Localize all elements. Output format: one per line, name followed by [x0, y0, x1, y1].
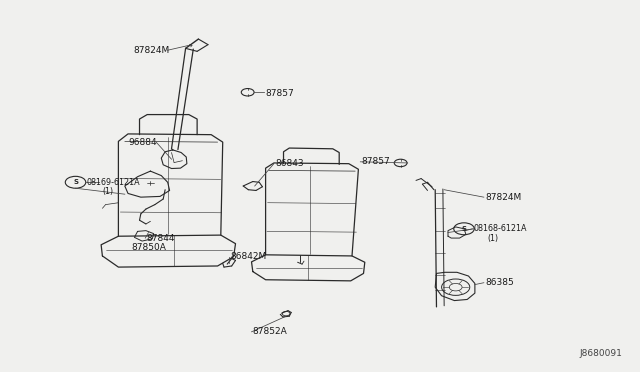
Text: 08169-6121A: 08169-6121A — [86, 178, 140, 187]
Text: 87824M: 87824M — [485, 193, 522, 202]
Text: 86842M: 86842M — [230, 252, 267, 261]
Text: 87857: 87857 — [362, 157, 390, 166]
Text: 86843: 86843 — [275, 159, 304, 168]
Text: 87824M: 87824M — [133, 46, 170, 55]
Text: (1): (1) — [102, 187, 113, 196]
Text: 87844: 87844 — [146, 234, 175, 243]
Text: 87852A: 87852A — [253, 327, 287, 336]
Text: 96884: 96884 — [128, 138, 157, 147]
Text: 87857: 87857 — [266, 89, 294, 97]
Text: (1): (1) — [488, 234, 499, 243]
Text: 86385: 86385 — [485, 278, 514, 287]
Text: S: S — [73, 179, 78, 185]
Text: 08168-6121A: 08168-6121A — [474, 224, 527, 233]
Text: J8680091: J8680091 — [579, 349, 622, 358]
Text: 87850A: 87850A — [131, 243, 166, 252]
Text: S: S — [461, 226, 467, 232]
